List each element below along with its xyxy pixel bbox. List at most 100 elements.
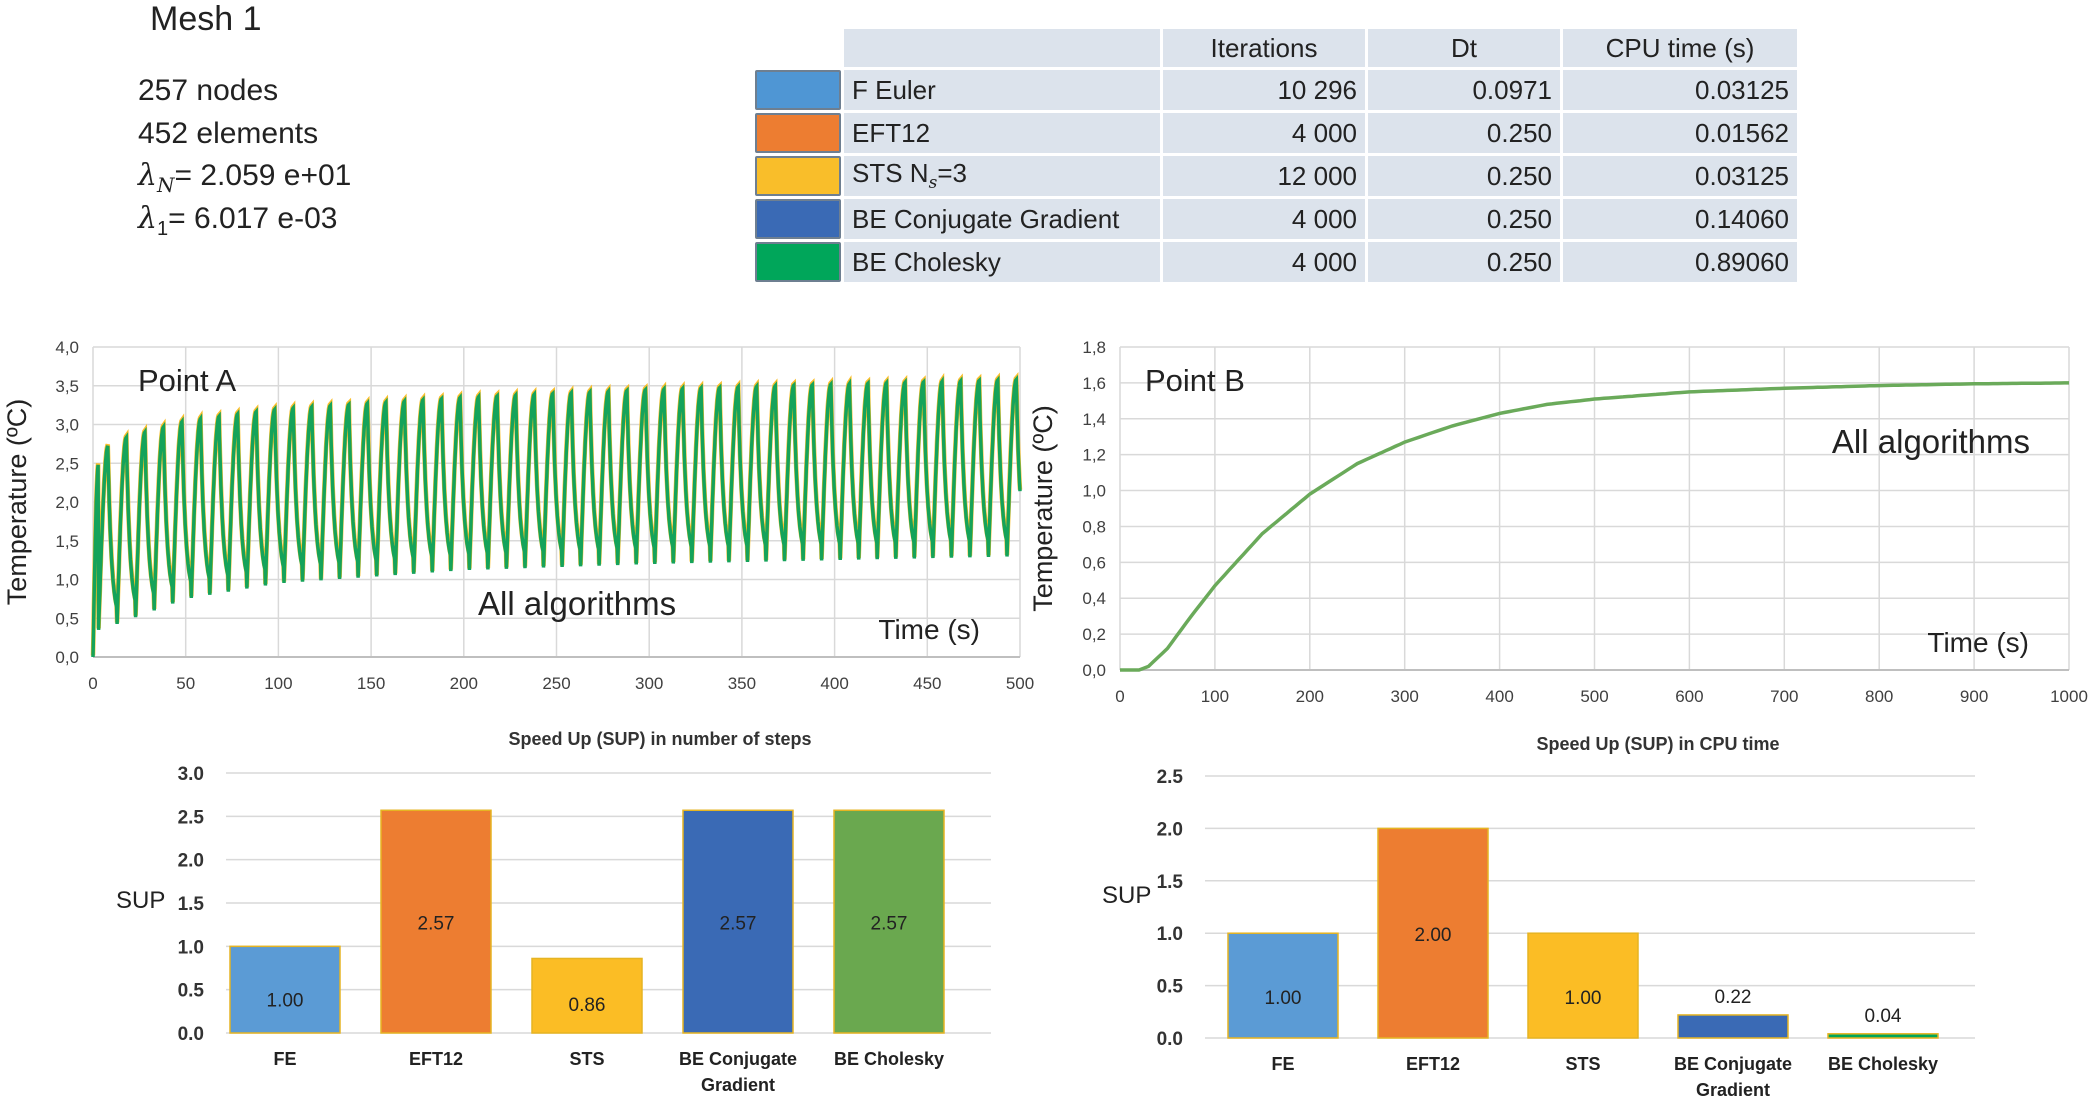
table-row: F Euler 10 296 0.0971 0.03125 bbox=[755, 70, 1797, 110]
header-blank-method bbox=[844, 29, 1160, 67]
bar bbox=[1677, 1014, 1789, 1039]
category-label: BE Cholesky bbox=[834, 1049, 944, 1069]
y-axis-label: SUP bbox=[1102, 882, 1151, 909]
chart-point-a: 0 50 100 150 200 250 300 350 400 450 500 0,0 0,5 1,0 1… bbox=[2, 338, 1034, 693]
y-tick-label: 0,5 bbox=[55, 609, 79, 628]
x-tick-label: 0 bbox=[1115, 687, 1124, 706]
annotation-point-a: Point A bbox=[138, 363, 237, 398]
x-tick-label: 500 bbox=[1006, 674, 1034, 693]
cpu-cell: 0.03125 bbox=[1563, 156, 1797, 196]
x-axis-label: Time (s) bbox=[878, 614, 980, 645]
y-tick-label: 0,0 bbox=[1082, 661, 1106, 680]
header-blank-swatch bbox=[755, 29, 841, 67]
y-tick-label: 0,4 bbox=[1082, 589, 1106, 608]
iterations-cell: 12 000 bbox=[1163, 156, 1365, 196]
lambda-n-symbol: λ bbox=[138, 158, 158, 193]
y-tick-label: 1.5 bbox=[178, 894, 205, 915]
y-tick-label: 1.0 bbox=[178, 937, 204, 958]
y-tick-label: 0.0 bbox=[178, 1024, 204, 1045]
category-label: FE bbox=[1271, 1054, 1294, 1074]
y-tick-label: 1,5 bbox=[55, 532, 79, 551]
data-label: 1.00 bbox=[1565, 988, 1602, 1009]
x-tick-label: 600 bbox=[1675, 687, 1703, 706]
table-header-row: Iterations Dt CPU time (s) bbox=[755, 29, 1797, 67]
y-axis-label: SUP bbox=[116, 887, 165, 914]
annotation-point-b: Point B bbox=[1145, 363, 1245, 398]
cpu-cell: 0.03125 bbox=[1563, 70, 1797, 110]
method-name-suffix: =3 bbox=[937, 158, 967, 189]
y-tick-label: 2.0 bbox=[178, 851, 204, 872]
data-label: 0.86 bbox=[569, 995, 606, 1016]
dt-cell: 0.250 bbox=[1368, 113, 1560, 153]
header-iterations: Iterations bbox=[1163, 29, 1365, 67]
y-tick-label: 0.5 bbox=[178, 981, 205, 1002]
y-tick-label: 2,5 bbox=[55, 454, 79, 473]
bar-chart-steps: Speed Up (SUP) in number of steps 0.0 0.5 1… bbox=[116, 729, 991, 1095]
results-table: Iterations Dt CPU time (s) F Euler 10 29… bbox=[752, 26, 1800, 285]
bar bbox=[682, 809, 794, 1034]
header-dt: Dt bbox=[1368, 29, 1560, 67]
table-row: BE Cholesky 4 000 0.250 0.89060 bbox=[755, 242, 1797, 282]
data-label: 2.57 bbox=[871, 914, 908, 935]
x-tick-label: 300 bbox=[1391, 687, 1419, 706]
bar bbox=[531, 957, 643, 1034]
dt-cell: 0.250 bbox=[1368, 156, 1560, 196]
method-name: BE Conjugate Gradient bbox=[844, 199, 1160, 239]
series-line bbox=[91, 374, 1022, 658]
x-tick-label: 150 bbox=[357, 674, 385, 693]
category-label: Gradient bbox=[1696, 1080, 1770, 1100]
iterations-cell: 4 000 bbox=[1163, 242, 1365, 282]
category-label: Gradient bbox=[701, 1075, 775, 1095]
lambda-n-value: = 2.059 e+01 bbox=[174, 159, 352, 192]
y-tick-label: 4,0 bbox=[55, 338, 79, 357]
y-tick-label: 0.0 bbox=[1157, 1029, 1183, 1050]
y-tick-label: 1,0 bbox=[55, 571, 79, 590]
table-row: STS Ns=3 12 000 0.250 0.03125 bbox=[755, 156, 1797, 196]
method-name: F Euler bbox=[844, 70, 1160, 110]
bar bbox=[1827, 1033, 1939, 1039]
dt-cell: 0.250 bbox=[1368, 199, 1560, 239]
method-name: BE Cholesky bbox=[844, 242, 1160, 282]
x-axis-label: Time (s) bbox=[1927, 627, 2029, 658]
y-tick-label: 1,4 bbox=[1082, 410, 1106, 429]
y-tick-label: 3,0 bbox=[55, 416, 79, 435]
annotation-all-algorithms: All algorithms bbox=[478, 585, 676, 622]
mesh-elements: 452 elements bbox=[138, 117, 319, 150]
y-tick-label: 0.5 bbox=[1157, 977, 1184, 998]
y-tick-label: 0,8 bbox=[1082, 517, 1106, 536]
y-tick-label: 1.5 bbox=[1157, 872, 1184, 893]
y-tick-label: 2.0 bbox=[1157, 819, 1183, 840]
iterations-cell: 10 296 bbox=[1163, 70, 1365, 110]
category-label: STS bbox=[1565, 1054, 1600, 1074]
legend-swatch bbox=[755, 156, 841, 196]
dt-cell: 0.0971 bbox=[1368, 70, 1560, 110]
y-tick-label: 1,6 bbox=[1082, 374, 1106, 393]
y-tick-label: 0,2 bbox=[1082, 625, 1106, 644]
x-tick-label: 300 bbox=[635, 674, 663, 693]
x-tick-label: 200 bbox=[450, 674, 478, 693]
bar bbox=[1227, 932, 1339, 1039]
dt-cell: 0.250 bbox=[1368, 242, 1560, 282]
chart-title: Speed Up (SUP) in CPU time bbox=[1536, 734, 1779, 754]
series-line bbox=[1120, 381, 2069, 672]
bar bbox=[833, 809, 945, 1034]
category-label: BE Conjugate bbox=[1674, 1054, 1792, 1074]
y-tick-label: 1.0 bbox=[1157, 924, 1183, 945]
y-tick-label: 3,5 bbox=[55, 377, 79, 396]
iterations-cell: 4 000 bbox=[1163, 113, 1365, 153]
x-tick-label: 250 bbox=[542, 674, 570, 693]
bar bbox=[1527, 932, 1639, 1039]
x-tick-label: 1000 bbox=[2050, 687, 2088, 706]
y-tick-label: 0,6 bbox=[1082, 553, 1106, 572]
category-label: FE bbox=[273, 1049, 296, 1069]
legend-swatch bbox=[755, 199, 841, 239]
mesh-nodes: 257 nodes bbox=[138, 74, 279, 107]
y-tick-label: 3.0 bbox=[178, 764, 204, 785]
lambda-1-value: = 6.017 e-03 bbox=[168, 202, 338, 235]
data-label: 1.00 bbox=[1265, 988, 1302, 1009]
x-tick-label: 100 bbox=[1201, 687, 1229, 706]
category-label: BE Conjugate bbox=[679, 1049, 797, 1069]
x-tick-label: 350 bbox=[728, 674, 756, 693]
legend-swatch bbox=[755, 70, 841, 110]
x-tick-label: 400 bbox=[820, 674, 848, 693]
